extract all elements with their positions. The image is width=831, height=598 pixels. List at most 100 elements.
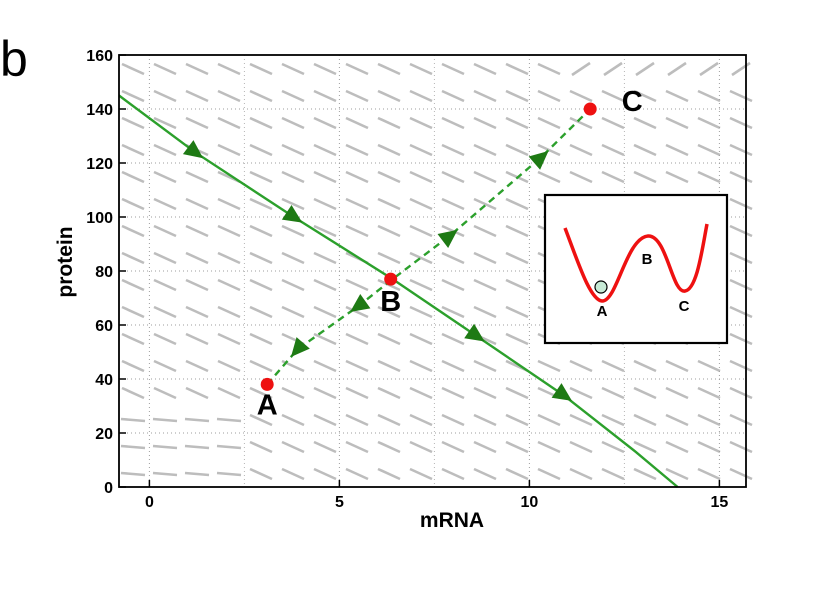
field-dash-302	[697, 440, 721, 454]
field-dash-226	[569, 116, 593, 130]
field-dash-242	[601, 116, 625, 130]
field-dash-140	[377, 386, 401, 400]
field-dash-224	[571, 61, 591, 77]
field-dash-165	[441, 197, 465, 211]
field-dash-317	[729, 413, 753, 427]
field-dash-284	[665, 386, 689, 400]
field-dash-81	[281, 89, 305, 103]
field-dash-313	[729, 305, 753, 319]
field-dash-311	[729, 251, 753, 265]
field-dash-131	[377, 143, 401, 157]
field-dash-63	[216, 471, 242, 477]
field-dash-167	[441, 251, 465, 265]
field-dash-116	[345, 170, 369, 184]
field-dash-33	[185, 89, 209, 103]
field-dash-191	[473, 467, 497, 481]
field-dash-29	[152, 417, 178, 423]
field-dash-135	[377, 251, 401, 265]
field-dash-37	[185, 197, 209, 211]
field-dash-198	[505, 224, 529, 238]
field-dash-21	[153, 197, 177, 211]
field-dash-171	[441, 359, 465, 373]
field-dash-257	[633, 89, 657, 103]
field-dash-56	[217, 278, 241, 292]
field-dash-39	[185, 251, 209, 265]
field-dash-97	[313, 89, 337, 103]
field-dash-22	[153, 224, 177, 238]
field-dash-30	[152, 444, 178, 450]
field-dash-204	[505, 386, 529, 400]
field-dash-227	[569, 143, 593, 157]
field-dash-143	[377, 467, 401, 481]
field-dash-195	[505, 143, 529, 157]
field-dash-219	[537, 359, 561, 373]
y-axis-label: protein	[54, 226, 77, 297]
field-dash-180	[473, 170, 497, 184]
field-dash-68	[249, 170, 273, 184]
y-tick-label-2: 40	[95, 372, 113, 389]
field-dash-177	[473, 89, 497, 103]
field-dash-172	[441, 386, 465, 400]
field-dash-161	[441, 89, 465, 103]
field-dash-285	[665, 413, 689, 427]
axis-ticks: 0 5 10 15 0 20 40 60 80 100 120 140 160	[86, 48, 728, 511]
field-dash-151	[409, 251, 433, 265]
inset-label-c: C	[679, 298, 690, 315]
x-tick-label-3: 15	[711, 494, 729, 511]
field-dash-314	[729, 332, 753, 346]
field-dash-58	[217, 332, 241, 346]
field-dash-70	[249, 224, 273, 238]
field-dash-115	[345, 143, 369, 157]
field-dash-267	[633, 359, 657, 373]
field-dash-128	[377, 62, 401, 76]
field-dash-53	[217, 197, 241, 211]
field-dash-176	[473, 62, 497, 76]
field-dash-134	[377, 224, 401, 238]
field-dash-48	[217, 62, 241, 76]
series-line-0	[118, 94, 679, 488]
field-dash-139	[377, 359, 401, 373]
field-dash-74	[249, 332, 273, 346]
field-dash-60	[217, 386, 241, 400]
field-dash-268	[633, 386, 657, 400]
field-dash-138	[377, 332, 401, 346]
field-dash-159	[409, 467, 433, 481]
field-dash-98	[313, 116, 337, 130]
field-dash-31	[152, 471, 178, 477]
field-dash-46	[184, 444, 210, 450]
field-dash-252	[601, 386, 625, 400]
field-dash-239	[569, 467, 593, 481]
field-dash-168	[441, 278, 465, 292]
field-dash-243	[601, 143, 625, 157]
field-dash-99	[313, 143, 337, 157]
field-dash-84	[281, 170, 305, 184]
field-dash-222	[537, 440, 561, 454]
field-dash-14	[120, 444, 146, 450]
y-tick-label-8: 160	[86, 48, 113, 65]
field-dash-164	[441, 170, 465, 184]
field-dash-28	[153, 386, 177, 400]
field-dash-197	[505, 197, 529, 211]
field-dash-185	[473, 305, 497, 319]
field-dash-152	[409, 278, 433, 292]
inset-label-a: A	[597, 303, 608, 320]
field-dash-18	[153, 116, 177, 130]
field-dash-112	[345, 62, 369, 76]
field-dash-10	[121, 332, 145, 346]
field-dash-20	[153, 170, 177, 184]
field-dash-15	[120, 471, 146, 477]
field-dash-113	[345, 89, 369, 103]
field-dash-190	[473, 440, 497, 454]
field-dash-236	[569, 386, 593, 400]
inset-potential-curve	[563, 223, 709, 303]
field-dash-120	[345, 278, 369, 292]
field-dash-80	[281, 62, 305, 76]
field-dash-315	[729, 359, 753, 373]
field-dash-132	[377, 170, 401, 184]
field-dash-223	[537, 467, 561, 481]
x-tick-label-1: 5	[335, 494, 344, 511]
field-dash-288	[699, 61, 719, 77]
field-dash-87	[281, 251, 305, 265]
field-dash-270	[633, 440, 657, 454]
field-dash-111	[313, 467, 337, 481]
